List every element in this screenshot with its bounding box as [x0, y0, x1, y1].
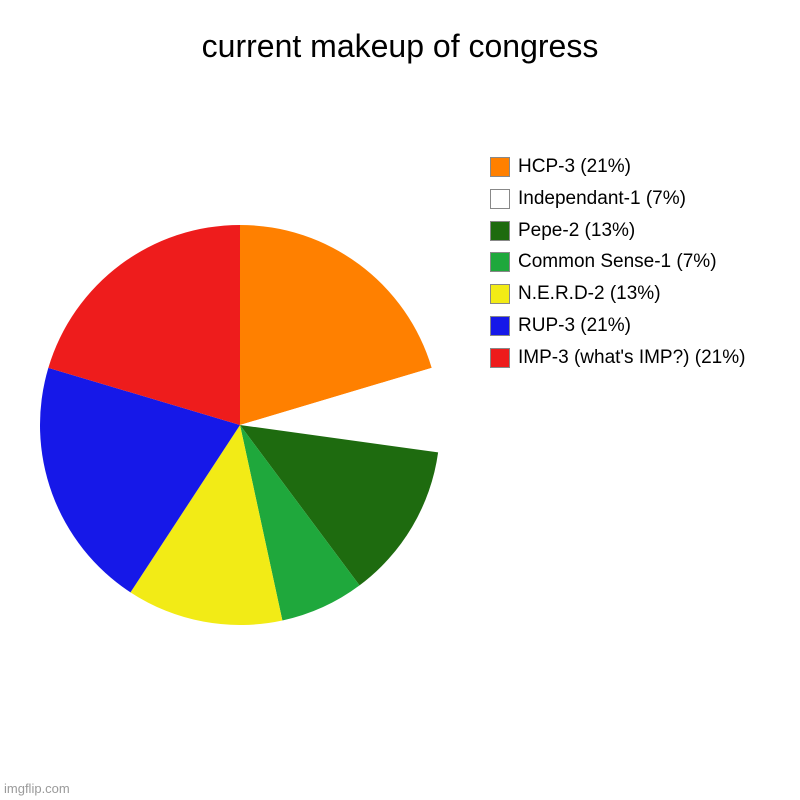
chart-title: current makeup of congress — [0, 0, 800, 75]
legend-swatch-nerd — [490, 284, 510, 304]
legend-item-independant: Independant-1 (7%) — [490, 187, 780, 211]
legend-label-common_sense: Common Sense-1 (7%) — [518, 250, 717, 274]
watermark: imgflip.com — [4, 781, 70, 796]
legend-label-rup: RUP-3 (21%) — [518, 314, 631, 338]
legend-label-imp: IMP-3 (what's IMP?) (21%) — [518, 346, 745, 370]
legend-item-common_sense: Common Sense-1 (7%) — [490, 250, 780, 274]
legend-swatch-common_sense — [490, 252, 510, 272]
legend-item-hcp3: HCP-3 (21%) — [490, 155, 780, 179]
legend-item-nerd: N.E.R.D-2 (13%) — [490, 282, 780, 306]
legend-swatch-independant — [490, 189, 510, 209]
legend: HCP-3 (21%) Independant-1 (7%) Pepe-2 (13%… — [490, 155, 780, 377]
legend-swatch-imp — [490, 348, 510, 368]
legend-label-nerd: N.E.R.D-2 (13%) — [518, 282, 661, 306]
legend-label-independant: Independant-1 (7%) — [518, 187, 686, 211]
pie-chart — [40, 225, 440, 625]
legend-label-hcp3: HCP-3 (21%) — [518, 155, 631, 179]
chart-area: HCP-3 (21%) Independant-1 (7%) Pepe-2 (13%… — [0, 75, 800, 775]
legend-item-rup: RUP-3 (21%) — [490, 314, 780, 338]
legend-swatch-pepe — [490, 221, 510, 241]
legend-item-pepe: Pepe-2 (13%) — [490, 219, 780, 243]
legend-label-pepe: Pepe-2 (13%) — [518, 219, 635, 243]
legend-item-imp: IMP-3 (what's IMP?) (21%) — [490, 346, 780, 370]
legend-swatch-hcp3 — [490, 157, 510, 177]
legend-swatch-rup — [490, 316, 510, 336]
